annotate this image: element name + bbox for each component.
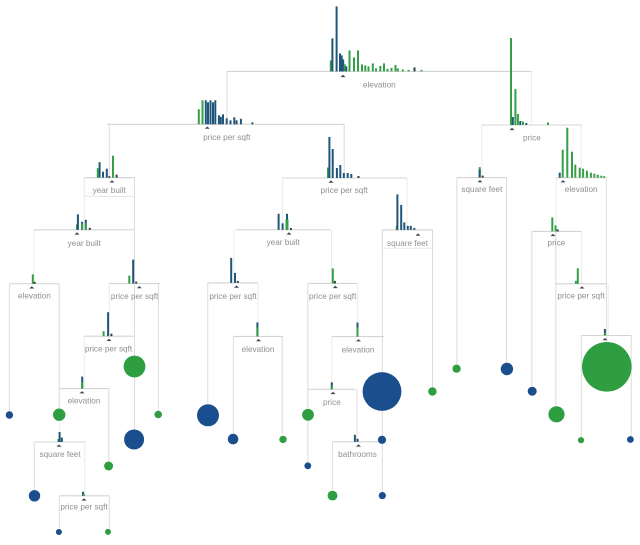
svg-text:year built: year built [267, 238, 301, 247]
svg-text:square feet: square feet [387, 239, 429, 248]
svg-text:price per sqft: price per sqft [60, 503, 108, 512]
svg-text:price: price [523, 134, 541, 143]
svg-text:elevation: elevation [363, 80, 396, 89]
svg-text:elevation: elevation [242, 345, 275, 354]
svg-text:square feet: square feet [40, 450, 82, 459]
svg-text:year built: year built [93, 186, 127, 195]
svg-text:price: price [323, 398, 341, 407]
svg-text:elevation: elevation [68, 397, 101, 406]
svg-text:price per sqft: price per sqft [321, 186, 369, 195]
svg-text:price per sqft: price per sqft [85, 345, 133, 354]
svg-text:price per sqft: price per sqft [557, 292, 605, 301]
svg-text:square feet: square feet [461, 185, 503, 194]
svg-text:price per sqft: price per sqft [111, 292, 159, 301]
svg-text:year built: year built [68, 239, 102, 248]
svg-text:elevation: elevation [18, 292, 51, 301]
svg-text:bathrooms: bathrooms [338, 450, 377, 459]
svg-text:elevation: elevation [565, 185, 598, 194]
svg-text:price per sqft: price per sqft [309, 292, 357, 301]
svg-text:price per sqft: price per sqft [209, 292, 257, 301]
svg-text:elevation: elevation [342, 346, 375, 355]
svg-text:price per sqft: price per sqft [203, 133, 251, 142]
svg-text:price: price [548, 239, 566, 248]
